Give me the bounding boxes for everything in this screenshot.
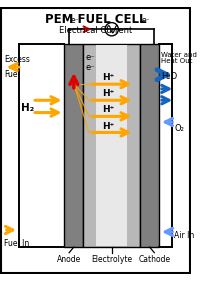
- Text: H₂O: H₂O: [161, 72, 177, 81]
- Text: Heat Out: Heat Out: [161, 58, 192, 64]
- Text: Fuel: Fuel: [4, 70, 20, 79]
- Text: Excess: Excess: [4, 55, 30, 64]
- Text: e⁻: e⁻: [85, 53, 95, 62]
- Text: Water and: Water and: [161, 52, 197, 58]
- Text: PEM FUEL CELL: PEM FUEL CELL: [45, 13, 146, 26]
- Text: Electrical Current: Electrical Current: [59, 26, 132, 35]
- Bar: [64, 44, 83, 247]
- Text: Anode: Anode: [57, 255, 81, 264]
- Text: H⁺: H⁺: [102, 122, 114, 131]
- Text: H⁺: H⁺: [102, 73, 114, 82]
- Text: Air In: Air In: [174, 231, 195, 240]
- Text: O₂: O₂: [174, 124, 184, 133]
- Bar: [96, 45, 127, 246]
- Text: e⁻: e⁻: [142, 17, 151, 26]
- Text: H₂: H₂: [21, 103, 34, 113]
- Text: H⁺: H⁺: [102, 89, 114, 98]
- Text: H⁺: H⁺: [102, 105, 114, 114]
- Text: Cathode: Cathode: [138, 255, 170, 264]
- Bar: [140, 44, 159, 247]
- Text: Electrolyte: Electrolyte: [91, 255, 132, 264]
- Bar: [83, 44, 140, 247]
- Text: Fuel In: Fuel In: [4, 239, 29, 248]
- Text: e⁻: e⁻: [71, 17, 80, 26]
- Text: e⁻: e⁻: [85, 63, 95, 72]
